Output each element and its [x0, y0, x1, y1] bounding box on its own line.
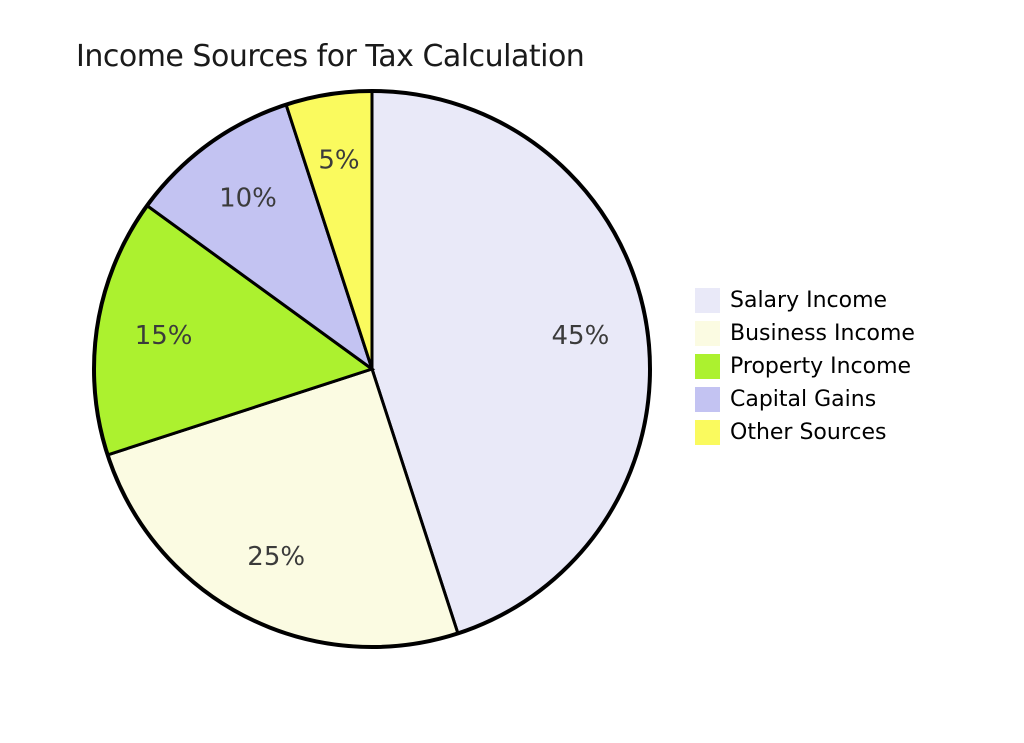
- legend-label: Other Sources: [730, 420, 887, 445]
- legend-label: Capital Gains: [730, 387, 877, 412]
- pie-slice-label-other-sources: 5%: [318, 146, 359, 176]
- legend-swatch-property-income: [695, 354, 720, 379]
- legend: Salary Income Business Income Property I…: [695, 288, 915, 453]
- legend-swatch-salary-income: [695, 288, 720, 313]
- legend-item-other-sources: Other Sources: [695, 420, 915, 445]
- legend-item-salary-income: Salary Income: [695, 288, 915, 313]
- legend-label: Business Income: [730, 321, 915, 346]
- pie-outer-rim: [92, 89, 652, 649]
- legend-swatch-business-income: [695, 321, 720, 346]
- pie-slice-label-salary-income: 45%: [552, 321, 610, 351]
- legend-label: Property Income: [730, 354, 912, 379]
- legend-swatch-capital-gains: [695, 387, 720, 412]
- pie-slice-label-property-income: 15%: [135, 321, 193, 351]
- legend-label: Salary Income: [730, 288, 888, 313]
- legend-item-business-income: Business Income: [695, 321, 915, 346]
- pie-slice-label-business-income: 25%: [247, 542, 305, 572]
- pie-slice-label-capital-gains: 10%: [219, 183, 277, 213]
- legend-swatch-other-sources: [695, 420, 720, 445]
- legend-item-property-income: Property Income: [695, 354, 915, 379]
- chart-title: Income Sources for Tax Calculation: [76, 39, 585, 74]
- legend-item-capital-gains: Capital Gains: [695, 387, 915, 412]
